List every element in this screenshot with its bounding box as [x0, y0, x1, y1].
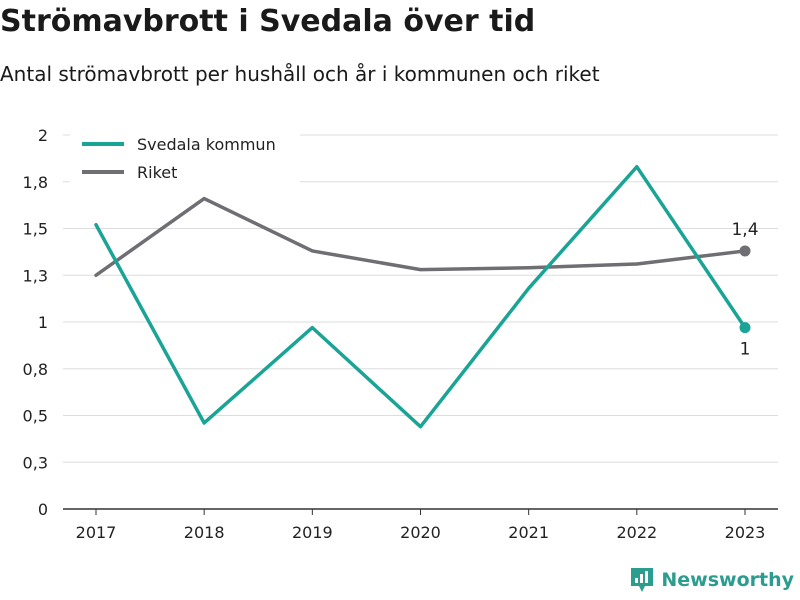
y-tick-label: 2 [38, 126, 48, 145]
legend-background [70, 126, 300, 186]
legend-label: Riket [137, 163, 177, 182]
x-tick-label: 2021 [508, 523, 549, 542]
legend-label: Svedala kommun [137, 135, 276, 154]
end-value-label: 1,4 [731, 220, 758, 240]
y-tick-labels: 0 0,3 0,5 0,8 1 1,3 1,5 1,8 2 [23, 126, 48, 519]
x-tick-label: 2023 [725, 523, 766, 542]
chart-title: Strömavbrott i Svedala över tid [0, 4, 536, 39]
end-value-label: 1 [740, 340, 751, 360]
x-tick-label: 2022 [616, 523, 657, 542]
brand-name: Newsworthy [661, 569, 794, 591]
series-lines [94, 165, 747, 429]
x-tick-label: 2017 [76, 523, 117, 542]
series-line-1 [94, 196, 747, 277]
annotations: 1,41 [731, 220, 758, 360]
y-tick-label: 0,3 [23, 453, 48, 472]
brand: Newsworthy [629, 566, 794, 594]
y-tick-label: 1,8 [23, 173, 48, 192]
y-tick-label: 1,5 [23, 220, 48, 239]
x-tick-label: 2018 [184, 523, 225, 542]
y-tick-label: 0,5 [23, 407, 48, 426]
newsworthy-logo-icon [631, 568, 654, 592]
y-tick-label: 0 [38, 500, 48, 519]
y-tick-label: 0,8 [23, 360, 48, 379]
y-tick-label: 1,3 [23, 266, 48, 285]
legend: Svedala kommun Riket [70, 126, 300, 186]
x-tick-label: 2019 [292, 523, 333, 542]
x-tick-labels: 2017 2018 2019 2020 2021 2022 2023 [76, 509, 766, 542]
chart-subtitle: Antal strömavbrott per hushåll och år i … [0, 62, 600, 86]
end-point-marker [739, 245, 751, 257]
series-line-0 [94, 165, 747, 429]
end-point-marker [739, 322, 751, 334]
grid-lines [63, 134, 778, 510]
x-tick-label: 2020 [400, 523, 441, 542]
y-tick-label: 1 [38, 313, 48, 332]
